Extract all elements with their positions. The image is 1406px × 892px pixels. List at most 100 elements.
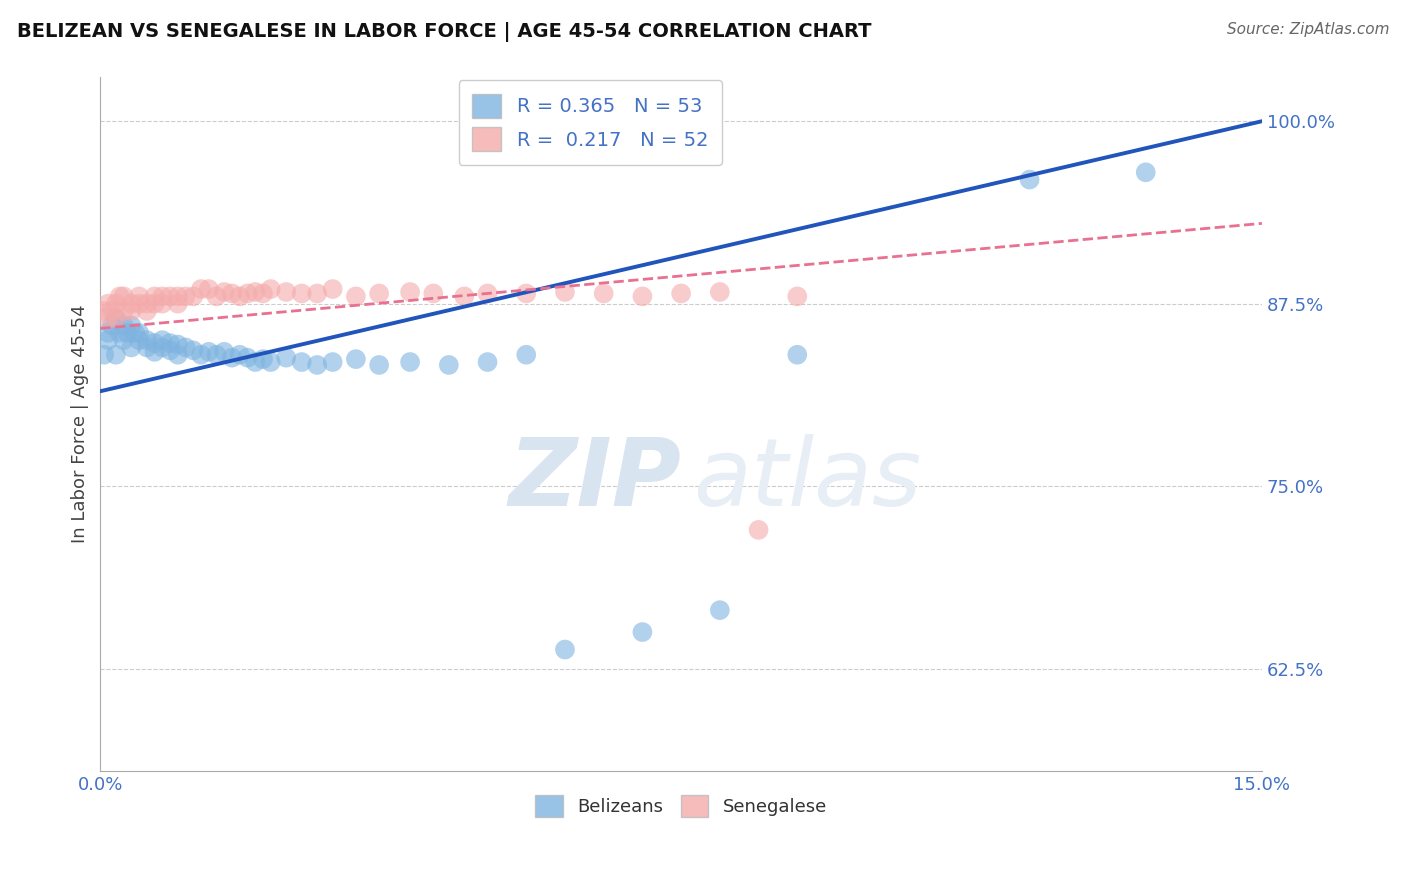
Point [205,289,228,303]
Point [104,296,127,310]
Point [128,296,150,310]
Point [229,289,252,303]
Point [437,358,460,372]
Point [135,333,157,347]
Point [93,304,115,318]
Point [135,304,157,318]
Point [135,341,157,355]
Point [112,318,135,333]
Point [166,296,188,310]
Point [368,286,391,301]
Point [197,282,219,296]
Point [399,285,422,299]
Point [1018,172,1040,186]
Point [291,355,314,369]
Point [197,344,219,359]
Point [260,282,283,296]
Point [93,348,115,362]
Point [276,285,298,299]
Point [322,282,344,296]
Point [515,286,537,301]
Point [252,286,274,301]
Point [592,286,614,301]
Text: BELIZEAN VS SENEGALESE IN LABOR FORCE | AGE 45-54 CORRELATION CHART: BELIZEAN VS SENEGALESE IN LABOR FORCE | … [17,22,872,42]
Point [748,523,770,537]
Point [291,286,314,301]
Point [477,355,499,369]
Point [344,289,367,303]
Point [97,296,120,310]
Point [101,318,124,333]
Point [236,286,259,301]
Point [252,352,274,367]
Point [104,311,127,326]
Point [166,337,188,351]
Point [120,318,142,333]
Point [554,642,576,657]
Point [212,344,235,359]
Point [709,603,731,617]
Point [174,341,197,355]
Point [307,286,329,301]
Point [159,336,181,351]
Point [128,289,150,303]
Point [112,304,135,318]
Text: Source: ZipAtlas.com: Source: ZipAtlas.com [1226,22,1389,37]
Point [117,326,139,340]
Point [1135,165,1157,179]
Point [344,352,367,367]
Point [97,311,120,326]
Point [276,351,298,365]
Point [786,289,808,303]
Point [669,286,692,301]
Point [120,296,142,310]
Point [229,348,252,362]
Point [159,343,181,358]
Point [181,343,204,358]
Point [108,326,131,340]
Point [166,348,188,362]
Point [221,351,243,365]
Point [515,348,537,362]
Point [245,285,267,299]
Point [190,282,212,296]
Point [112,289,135,303]
Point [97,326,120,340]
Point [477,286,499,301]
Point [190,348,212,362]
Text: atlas: atlas [693,434,921,525]
Point [260,355,283,369]
Point [124,326,146,340]
Point [120,341,142,355]
Point [166,289,188,303]
Point [205,348,228,362]
Point [245,355,267,369]
Point [128,326,150,340]
Point [108,289,131,303]
Point [112,333,135,347]
Point [120,304,142,318]
Point [631,289,654,303]
Point [143,336,166,351]
Point [101,304,124,318]
Point [143,296,166,310]
Point [128,333,150,347]
Point [150,296,173,310]
Point [422,286,444,301]
Text: ZIP: ZIP [508,434,681,525]
Point [221,286,243,301]
Point [307,358,329,372]
Point [143,289,166,303]
Point [399,355,422,369]
Point [786,348,808,362]
Point [104,311,127,326]
Point [150,341,173,355]
Point [453,289,475,303]
Point [174,289,197,303]
Point [150,333,173,347]
Point [322,355,344,369]
Point [368,358,391,372]
Legend: Belizeans, Senegalese: Belizeans, Senegalese [529,788,834,824]
Point [150,289,173,303]
Point [181,289,204,303]
